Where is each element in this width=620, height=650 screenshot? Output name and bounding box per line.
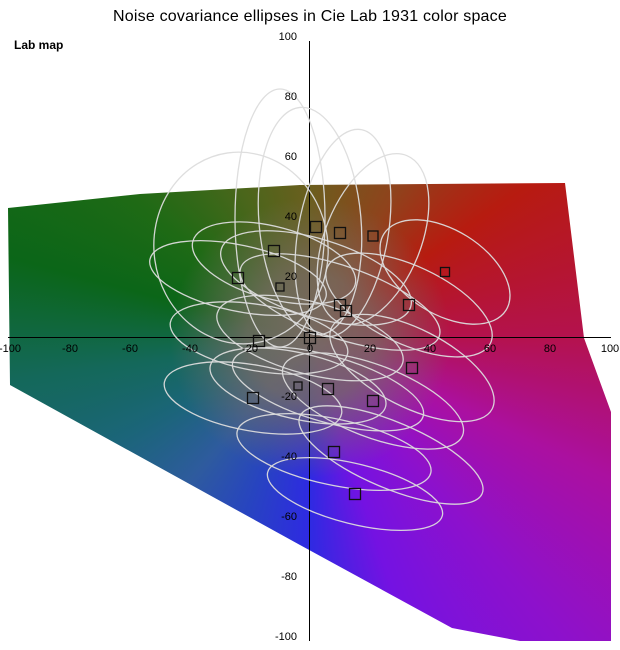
- patch-marker-square: [267, 244, 281, 258]
- y-tick-label: -60: [281, 511, 297, 523]
- y-tick-label: -40: [281, 451, 297, 463]
- patch-marker-square: [327, 445, 341, 459]
- x-tick-label: -60: [122, 343, 138, 355]
- covariance-ellipse: [325, 252, 493, 358]
- covariance-ellipse: [294, 128, 392, 338]
- y-tick-label: 100: [278, 31, 297, 43]
- patch-marker-square: [246, 391, 260, 405]
- patch-marker-square: [293, 381, 303, 391]
- axes: [8, 41, 611, 641]
- x-tick-label: 60: [483, 343, 497, 355]
- covariance-ellipse: [149, 240, 327, 316]
- patch-marker-square: [252, 334, 266, 348]
- patch-marker-square: [333, 226, 347, 240]
- x-tick-label: -80: [62, 343, 78, 355]
- x-tick-label: 20: [363, 343, 377, 355]
- covariance-ellipse: [169, 301, 349, 375]
- covariance-ellipse: [153, 151, 329, 345]
- lab-map-label: Lab map: [14, 38, 64, 52]
- patch-marker-square: [309, 220, 323, 234]
- covariance-ellipse: [281, 352, 465, 450]
- x-tick-label: 0: [306, 343, 314, 355]
- patch-marker-square: [402, 298, 416, 312]
- patch-markers: [231, 220, 451, 501]
- y-tick-label: 60: [284, 151, 297, 163]
- covariance-ellipse: [163, 361, 343, 435]
- x-tick-label: 100: [600, 343, 620, 355]
- covariance-ellipse: [316, 152, 430, 326]
- covariance-ellipse: [329, 313, 495, 423]
- patch-marker-square: [339, 304, 353, 318]
- y-tick-label: 80: [284, 91, 297, 103]
- chart-title: Noise covariance ellipses in Cie Lab 193…: [113, 8, 507, 25]
- patch-marker-square: [405, 361, 419, 375]
- patch-marker-square: [275, 282, 285, 292]
- x-tick-label: -20: [242, 343, 258, 355]
- y-tick-label: -20: [281, 391, 297, 403]
- covariance-ellipse: [236, 413, 432, 491]
- x-tick-label: -100: [0, 343, 22, 355]
- patch-marker-square: [439, 266, 451, 278]
- patch-marker-square: [367, 230, 379, 242]
- covariance-ellipse: [266, 456, 444, 532]
- patch-marker-square: [348, 487, 362, 501]
- covariance-ellipse: [216, 294, 404, 382]
- y-tick-label: 40: [284, 211, 297, 223]
- x-tick-label: 80: [543, 343, 557, 355]
- y-tick-label: -100: [274, 631, 297, 643]
- x-tick-label: 40: [423, 343, 437, 355]
- y-tick-label: -80: [281, 571, 297, 583]
- covariance-ellipse: [239, 253, 441, 351]
- patch-marker-square: [366, 394, 380, 408]
- covariance-ellipses: [149, 88, 511, 532]
- x-tick-label: -40: [182, 343, 198, 355]
- y-tick-label: 20: [284, 271, 297, 283]
- patch-marker-square: [231, 271, 245, 285]
- patch-marker-square: [321, 382, 335, 396]
- covariance-ellipse: [298, 405, 484, 505]
- covariance-ellipse: [379, 219, 511, 325]
- covariance-ellipse: [219, 230, 413, 326]
- patch-marker-square: [303, 331, 317, 345]
